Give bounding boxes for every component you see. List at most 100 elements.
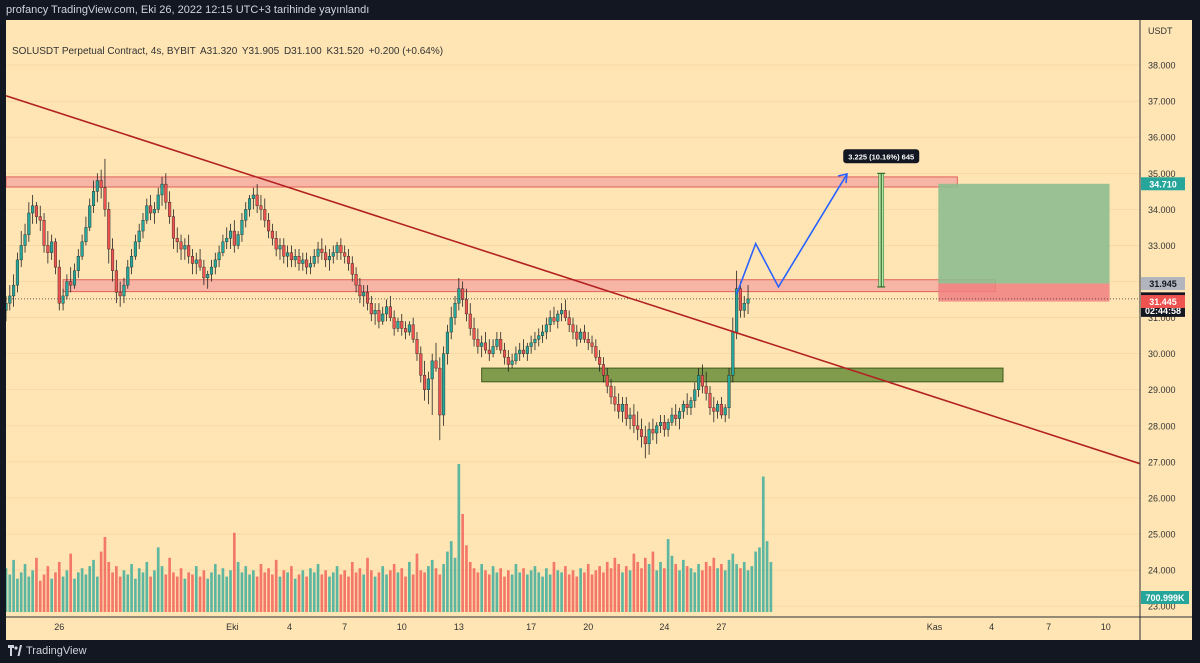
candle-body (434, 360, 438, 369)
volume-bar (293, 578, 297, 612)
volume-bar (704, 561, 708, 612)
candle-body (605, 375, 609, 387)
volume-bar (12, 559, 15, 612)
candle-body (12, 284, 16, 297)
volume-bar (335, 566, 339, 612)
chart-panel[interactable]: 3.225 (10.16%) 645 USDT 38.000 37.000 36.0… (4, 20, 1192, 640)
projection-arrowhead (837, 173, 848, 184)
candle-body (248, 198, 252, 210)
volume-bar (130, 564, 133, 612)
price-tick-label: 31.000 (1148, 313, 1176, 323)
volume-bar (381, 566, 385, 612)
candle-body (704, 385, 708, 394)
volume-bar (350, 561, 354, 612)
volume-bar (267, 568, 270, 612)
candle-body (259, 205, 263, 210)
candle-body (286, 252, 290, 257)
candle-body (719, 403, 723, 416)
candle-body (274, 238, 278, 250)
candle-body (126, 266, 130, 286)
price-tick-label: 25.000 (1148, 530, 1176, 540)
volume-bar (84, 574, 88, 612)
volume-bar (156, 547, 160, 612)
candle-body (99, 180, 103, 188)
candle-body (346, 256, 351, 264)
volume-bar (621, 572, 624, 612)
candle-body (594, 346, 598, 358)
volume-bar (491, 566, 495, 612)
candle-body (282, 245, 286, 257)
volume-bar (526, 574, 529, 612)
candle-body (685, 403, 689, 408)
candle-body (647, 429, 651, 445)
candle-body (472, 328, 476, 340)
volume-bar (271, 574, 274, 612)
volume-bar (693, 572, 697, 612)
volume-bar (115, 566, 118, 612)
candle-body (571, 324, 575, 333)
volume-bar (19, 572, 23, 612)
volume-bar (213, 564, 217, 612)
volume-bar (685, 566, 689, 612)
price-axis[interactable]: 38.00037.00036.00035.00034.00033.00032.0… (1141, 61, 1189, 612)
candle-body (582, 331, 586, 340)
volume-bar (404, 576, 407, 612)
candle-body (194, 259, 198, 264)
volume-bar (118, 576, 122, 612)
candle-body (331, 252, 335, 257)
volume-bar (73, 578, 76, 612)
candle-body (457, 288, 461, 304)
time-tick-label: 27 (716, 622, 726, 632)
volume-bar (23, 564, 27, 612)
candle-body (388, 306, 392, 318)
candle-body (464, 299, 468, 315)
volume-bar (575, 576, 579, 612)
candle-body (171, 216, 175, 239)
volume-bar (137, 568, 141, 612)
candle-body (175, 238, 179, 243)
low-value: D31.100 (283, 46, 322, 57)
candle-body (742, 302, 746, 311)
candle-body (72, 270, 77, 286)
price-chart[interactable]: 3.225 (10.16%) 645 USDT 38.000 37.000 36.0… (4, 20, 1192, 640)
candle-body (130, 256, 134, 268)
volume-bar (541, 576, 544, 612)
volume-bar (605, 561, 609, 612)
grid (6, 64, 1140, 607)
candle-body (88, 205, 92, 228)
price-tag-label: 31.945 (1149, 279, 1177, 289)
volume-bar (427, 566, 430, 612)
candle-body (381, 313, 385, 322)
candle-body (392, 317, 396, 329)
volume-bar (202, 570, 206, 612)
candle-body (723, 407, 727, 416)
candle-body (57, 266, 61, 304)
candle-body (34, 205, 38, 217)
candle-body (407, 324, 411, 333)
footer-brand: TradingView (26, 645, 87, 657)
volume-bar (312, 572, 316, 612)
candle-body (483, 342, 488, 351)
volume-bar (274, 559, 278, 612)
candle-body (563, 310, 567, 318)
volume-bar (506, 570, 510, 612)
symbol-legend[interactable]: SOLUSDT Perpetual Contract, 4s, BYBIT A3… (12, 46, 445, 57)
time-axis[interactable]: 26 Eki 4 7 10 13 17 20 24 27 Kas 4 7 10 (54, 622, 1110, 632)
price-tick-label: 26.000 (1148, 493, 1176, 503)
candle-body (681, 403, 685, 412)
volume-bar (602, 572, 605, 612)
candle-body (746, 298, 750, 304)
volume-bar (510, 574, 514, 612)
candle-body (716, 403, 720, 412)
volume-bar (57, 561, 61, 612)
volume-bar (739, 568, 742, 612)
volume-bar (309, 568, 312, 612)
volume-bar (583, 572, 586, 612)
candle-body (438, 367, 442, 416)
publish-bar: profancy TradingView.com, Eki 26, 2022 1… (0, 0, 1200, 20)
volume-bar (758, 547, 761, 612)
symbol-name[interactable]: SOLUSDT Perpetual Contract, 4s, BYBIT (12, 46, 196, 57)
volume-bar (408, 561, 411, 612)
volume-bar (643, 557, 647, 612)
candle-body (339, 245, 343, 253)
